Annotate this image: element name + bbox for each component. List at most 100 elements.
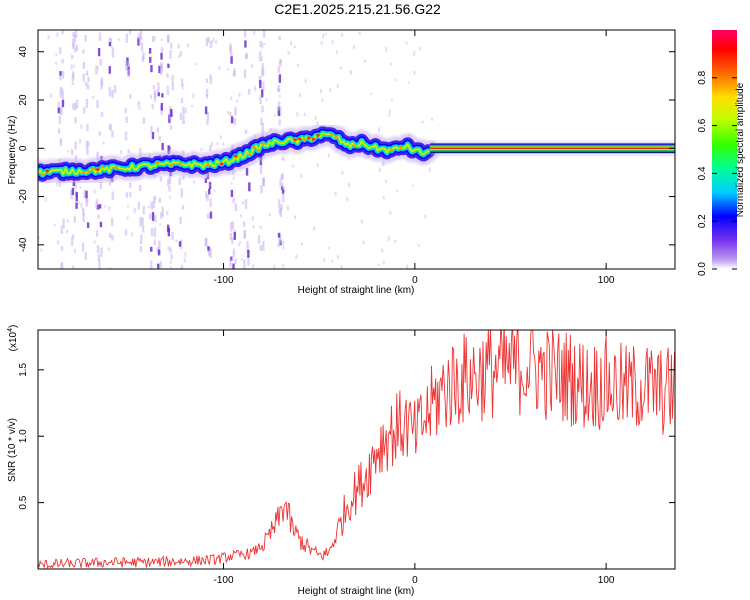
noise-speck [82,63,86,70]
noise-speck [261,43,264,49]
noise-speck [158,197,162,203]
noise-speck [124,229,128,236]
noise-speck [282,185,285,192]
noise-speck [153,227,157,238]
noise-speck [81,242,85,252]
noise-speck [346,197,349,202]
noise-speck [111,234,114,241]
noise-speck [387,236,390,241]
noise-speck [139,30,143,41]
noise-speck [139,185,142,192]
noise-speck [97,253,101,261]
noise-speck [385,179,388,184]
spectrogram-ticks: -100 0 100 40 20 0 -20 -40 [18,30,675,286]
noise-speck [352,45,355,49]
noise-speck [60,246,64,251]
noise-speck [182,175,185,180]
noise-speck [128,30,132,35]
noise-speck [242,200,245,205]
noise-speck [151,212,155,221]
noise-speck [243,69,247,79]
noise-speck [167,34,170,43]
noise-speck [74,117,77,124]
noise-speck [192,93,195,99]
noise-speck [280,173,283,180]
noise-speck [237,243,240,246]
noise-speck [277,101,281,111]
noise-speck [282,240,285,246]
noise-speck [141,225,145,233]
spectrogram-x-axis-label: Height of straight line (km) [298,285,415,296]
ridge-peak [316,133,320,137]
noise-speck [158,240,161,250]
noise-speck [243,230,246,238]
noise-speck [229,43,232,52]
ridge-peak [302,138,307,141]
noise-speck [382,195,385,200]
noise-speck [277,87,280,93]
noise-speck [159,223,162,226]
ridge-peak [169,163,173,167]
noise-speck [190,105,193,108]
noise-speck [248,182,251,192]
noise-speck [59,74,62,81]
colorbar-tick-label: 0.0 [697,262,708,276]
noise-speck [417,243,420,247]
noise-speck [82,49,85,54]
noise-speck [86,222,90,228]
noise-speck [156,90,159,93]
noise-speck [278,94,281,98]
noise-speck [125,192,129,198]
noise-speck [212,37,215,42]
noise-speck [85,98,89,108]
noise-speck [299,93,302,97]
noise-speck [231,221,235,230]
noise-speck [177,55,180,58]
noise-speck [282,245,285,250]
noise-speck [166,224,170,232]
noise-speck [210,40,213,44]
noise-speck [229,232,233,240]
noise-speck [206,111,210,120]
noise-speck [316,163,319,168]
ridge-peak [398,146,403,149]
noise-speck [244,54,248,59]
noise-speck [109,123,112,131]
noise-speck [110,217,114,227]
noise-speck [251,216,254,221]
noise-speck [166,73,169,78]
noise-speck [293,45,296,49]
noise-speck [149,260,153,269]
noise-speck [234,118,237,122]
noise-speck [102,141,105,145]
noise-speck [206,213,210,219]
noise-speck [96,151,99,161]
noise-speck [86,72,89,76]
noise-speck [169,247,172,254]
noise-speck [320,40,323,45]
noise-speck [280,185,284,191]
snr-y-axis-label: SNR (10 * v/v) [7,418,18,482]
noise-speck [78,267,81,269]
noise-speck [184,251,187,257]
noise-speck [60,225,64,234]
noise-speck [278,119,281,126]
noise-speck [141,217,144,221]
noise-speck [148,213,152,220]
noise-speck [73,34,77,43]
snr-x-axis-label: Height of straight line (km) [298,586,415,597]
noise-speck [84,252,87,260]
noise-speck [160,46,164,53]
noise-speck [179,51,182,57]
noise-speck [148,205,151,209]
noise-speck [170,108,173,117]
noise-speck [209,198,212,208]
noise-speck [71,148,74,156]
noise-speck [98,32,102,42]
ridge-peak [114,166,118,169]
noise-speck [262,30,266,38]
noise-speck [180,188,184,198]
noise-speck [360,219,363,224]
noise-speck [60,106,63,114]
noise-speck [75,192,78,202]
